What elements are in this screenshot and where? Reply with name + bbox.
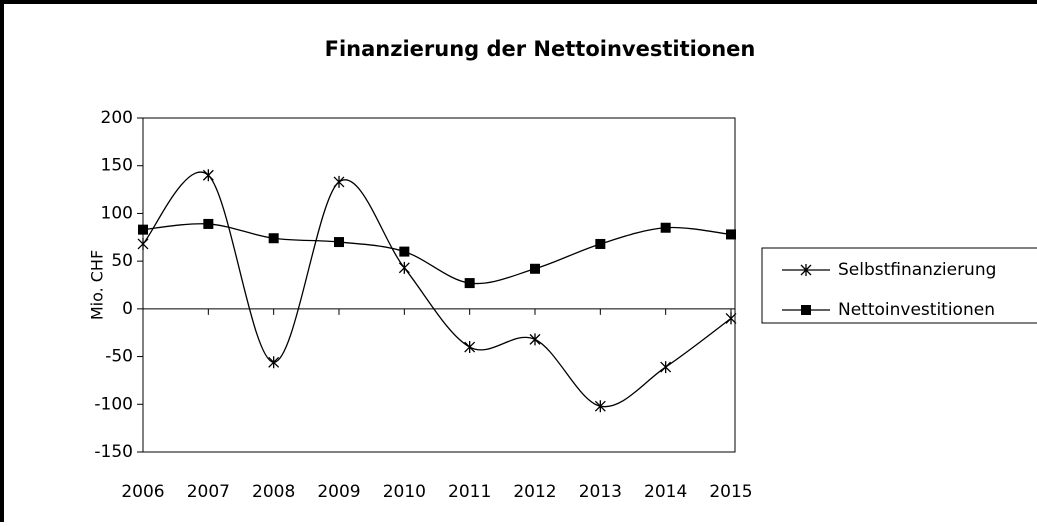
marker	[529, 333, 541, 346]
x-tick-label: 2008	[252, 482, 295, 502]
marker	[202, 169, 214, 182]
marker	[333, 175, 345, 188]
marker	[398, 261, 410, 274]
marker	[399, 246, 410, 257]
marker	[660, 222, 671, 233]
marker	[595, 238, 606, 249]
marker	[464, 278, 475, 289]
marker	[800, 264, 812, 276]
y-tick-label: -150	[94, 442, 133, 462]
marker	[725, 312, 737, 325]
marker	[268, 233, 279, 244]
marker	[203, 218, 214, 229]
x-tick-label: 2009	[317, 482, 360, 502]
y-tick-label: 200	[101, 108, 133, 128]
y-tick-label: -50	[105, 347, 133, 367]
y-tick-label: -100	[94, 394, 133, 414]
marker	[334, 237, 344, 248]
y-tick-label: 50	[111, 251, 133, 271]
x-tick-label: 2014	[644, 482, 687, 502]
y-tick-label: 100	[101, 203, 133, 223]
marker	[594, 400, 606, 413]
x-tick-label: 2006	[121, 482, 164, 502]
legend-label: Nettoinvestitionen	[838, 300, 995, 320]
marker	[801, 305, 811, 315]
marker	[660, 361, 672, 374]
y-axis-label: Mio. CHF	[88, 250, 107, 320]
y-tick-label: 150	[101, 156, 133, 176]
marker	[138, 224, 148, 235]
legend-label: Selbstfinanzierung	[838, 260, 996, 280]
x-tick-label: 2013	[579, 482, 622, 502]
x-tick-label: 2010	[383, 482, 426, 502]
x-tick-label: 2012	[513, 482, 556, 502]
x-tick-label: 2011	[448, 482, 491, 502]
x-tick-label: 2007	[187, 482, 230, 502]
plot-area	[142, 117, 736, 453]
series-line	[142, 223, 732, 285]
y-tick-label: 0	[122, 299, 133, 319]
chart-title: Finanzierung der Nettoinvestitionen	[325, 37, 756, 61]
marker	[530, 263, 540, 274]
marker	[137, 237, 149, 250]
x-tick-label: 2015	[709, 482, 752, 502]
marker	[268, 356, 280, 369]
marker	[726, 229, 736, 240]
marker	[464, 341, 476, 354]
